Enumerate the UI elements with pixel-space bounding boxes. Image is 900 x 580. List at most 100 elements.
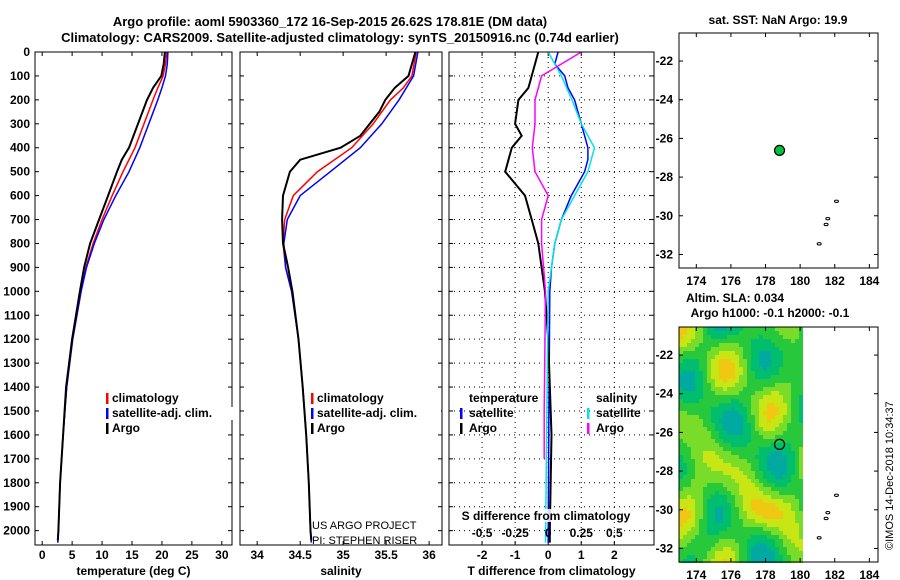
sla-cell xyxy=(759,491,763,495)
x-tick-label: -2 xyxy=(477,548,488,562)
sla-cell xyxy=(711,411,715,415)
map-frame xyxy=(678,326,879,563)
sla-cell xyxy=(791,531,795,535)
sla-cell xyxy=(771,487,775,491)
sla-cell xyxy=(711,555,715,559)
sla-cell xyxy=(731,487,735,491)
sla-cell xyxy=(779,395,783,399)
sla-cell xyxy=(731,387,735,391)
sla-cell xyxy=(743,411,747,415)
sla-cell xyxy=(727,551,731,555)
sla-cell xyxy=(759,495,763,499)
sla-cell xyxy=(699,423,703,427)
sla-cell xyxy=(747,527,751,531)
sla-cell xyxy=(775,427,779,431)
sla-cell xyxy=(707,451,711,455)
sla-cell xyxy=(707,379,711,383)
sla-cell xyxy=(707,471,711,475)
sla-cell xyxy=(771,479,775,483)
sla-cell xyxy=(723,499,727,503)
lat-tick-label: -32 xyxy=(656,247,674,261)
sla-cell xyxy=(723,355,727,359)
sla-cell xyxy=(707,399,711,403)
sla-cell xyxy=(703,539,707,543)
sla-cell xyxy=(719,355,723,359)
sla-cell xyxy=(771,463,775,467)
legend-swatch xyxy=(587,408,590,419)
depth-tick-label: 1900 xyxy=(3,500,30,514)
sla-cell xyxy=(683,363,687,367)
sla-cell xyxy=(699,519,703,523)
sla-cell xyxy=(755,347,759,351)
sla-cell xyxy=(775,419,779,423)
sla-cell xyxy=(687,539,691,543)
sla-cell xyxy=(763,547,767,551)
sla-cell xyxy=(711,403,715,407)
sla-cell xyxy=(719,411,723,415)
sla-cell xyxy=(799,419,803,423)
sla-cell xyxy=(727,423,731,427)
sla-cell xyxy=(707,423,711,427)
sla-cell xyxy=(731,523,735,527)
sla-cell xyxy=(679,431,683,435)
sla-cell xyxy=(783,535,787,539)
sla-cell xyxy=(775,535,779,539)
sla-cell xyxy=(687,435,691,439)
sla-cell xyxy=(699,347,703,351)
sla-cell xyxy=(779,499,783,503)
sla-cell xyxy=(743,367,747,371)
sla-cell xyxy=(747,395,751,399)
sla-cell xyxy=(707,495,711,499)
sla-cell xyxy=(687,415,691,419)
sla-cell xyxy=(775,351,779,355)
sla-cell xyxy=(791,387,795,391)
sla-cell xyxy=(703,331,707,335)
sla-cell xyxy=(779,475,783,479)
sla-cell xyxy=(723,471,727,475)
sla-cell xyxy=(703,527,707,531)
sla-cell xyxy=(771,547,775,551)
sla-cell xyxy=(727,335,731,339)
sla-cell xyxy=(715,495,719,499)
sla-cell xyxy=(743,395,747,399)
sla-cell xyxy=(791,407,795,411)
lon-tick-label: 182 xyxy=(825,274,845,288)
sla-cell xyxy=(755,499,759,503)
sla-cell xyxy=(683,555,687,559)
sla-cell xyxy=(687,507,691,511)
sla-cell xyxy=(771,359,775,363)
sla-cell xyxy=(799,519,803,523)
sla-cell xyxy=(747,391,751,395)
sla-cell xyxy=(739,527,743,531)
sla-cell xyxy=(747,411,751,415)
sla-cell xyxy=(699,451,703,455)
sla-cell xyxy=(687,403,691,407)
sla-cell xyxy=(691,419,695,423)
depth-tick-label: 900 xyxy=(10,260,30,274)
sla-cell xyxy=(711,391,715,395)
sla-cell xyxy=(783,555,787,559)
sla-cell xyxy=(799,543,803,547)
sla-cell xyxy=(723,543,727,547)
sla-cell xyxy=(763,487,767,491)
sla-cell xyxy=(751,523,755,527)
sla-cell xyxy=(707,419,711,423)
sla-cell xyxy=(699,559,703,563)
sla-cell xyxy=(711,419,715,423)
sla-cell xyxy=(679,555,683,559)
sla-cell xyxy=(687,547,691,551)
sla-cell xyxy=(687,427,691,431)
sla-cell xyxy=(775,467,779,471)
sla-cell xyxy=(767,327,771,331)
sla-cell xyxy=(735,419,739,423)
sla-cell xyxy=(787,331,791,335)
sla-cell xyxy=(683,331,687,335)
sla-cell xyxy=(735,455,739,459)
sla-cell xyxy=(727,375,731,379)
sla-cell xyxy=(747,363,751,367)
depth-tick-label: 1100 xyxy=(4,308,30,322)
sla-cell xyxy=(747,547,751,551)
sla-cell xyxy=(687,455,691,459)
sla-cell xyxy=(691,403,695,407)
sla-cell xyxy=(747,455,751,459)
